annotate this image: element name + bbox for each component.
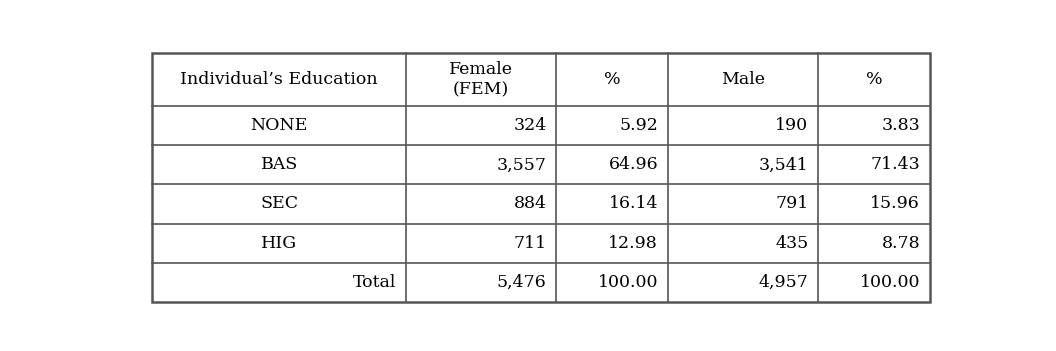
Text: Individual’s Education: Individual’s Education — [181, 71, 378, 88]
Text: 324: 324 — [513, 117, 546, 134]
Text: 5.92: 5.92 — [619, 117, 658, 134]
Text: Male: Male — [721, 71, 766, 88]
Text: 15.96: 15.96 — [870, 196, 920, 212]
Text: 100.00: 100.00 — [598, 273, 658, 291]
Text: 71.43: 71.43 — [870, 157, 920, 173]
Text: 100.00: 100.00 — [860, 273, 920, 291]
Text: 64.96: 64.96 — [608, 157, 658, 173]
Text: %: % — [866, 71, 883, 88]
Text: NONE: NONE — [250, 117, 308, 134]
Text: 435: 435 — [775, 234, 809, 252]
Text: 3,557: 3,557 — [496, 157, 546, 173]
Text: Total: Total — [353, 273, 396, 291]
Text: 791: 791 — [775, 196, 809, 212]
Text: BAS: BAS — [261, 157, 298, 173]
Text: Female
(FEM): Female (FEM) — [449, 61, 513, 98]
Text: HIG: HIG — [261, 234, 297, 252]
Text: 4,957: 4,957 — [758, 273, 809, 291]
Text: %: % — [604, 71, 620, 88]
Text: 190: 190 — [775, 117, 809, 134]
Text: 5,476: 5,476 — [496, 273, 546, 291]
Text: 3,541: 3,541 — [758, 157, 809, 173]
Text: SEC: SEC — [260, 196, 298, 212]
Text: 711: 711 — [513, 234, 546, 252]
Text: 3.83: 3.83 — [882, 117, 920, 134]
Text: 12.98: 12.98 — [608, 234, 658, 252]
Text: 16.14: 16.14 — [608, 196, 658, 212]
Text: 8.78: 8.78 — [882, 234, 920, 252]
Text: 884: 884 — [513, 196, 546, 212]
